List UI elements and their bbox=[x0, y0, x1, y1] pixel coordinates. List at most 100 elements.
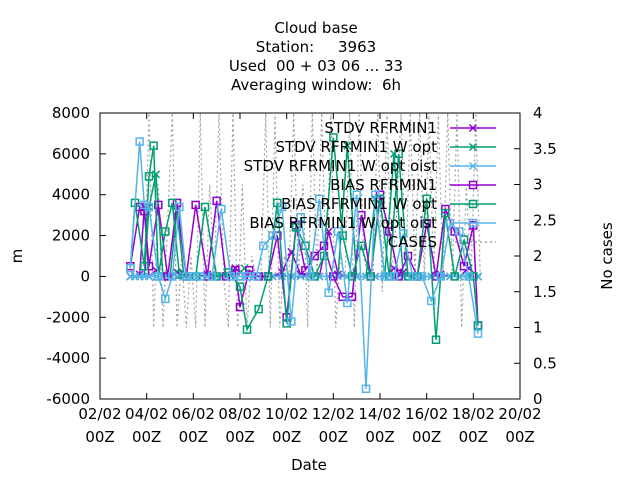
data-point-5-23 bbox=[315, 194, 324, 204]
x-tick-label-3: 08/02 bbox=[218, 405, 261, 423]
y-tick-label-3: 2000 bbox=[52, 227, 90, 245]
x-tick-label-line2-8: 00Z bbox=[459, 428, 488, 446]
data-point-5-31 bbox=[389, 272, 399, 281]
data-point-5-29 bbox=[371, 190, 380, 199]
data-point-5-35 bbox=[427, 296, 436, 306]
data-point-5-38 bbox=[455, 227, 464, 236]
data-point-4-35 bbox=[431, 335, 441, 345]
y-axis-label: m bbox=[8, 249, 26, 264]
data-point-2-24 bbox=[315, 272, 324, 281]
y2-tick-label-5: 1.5 bbox=[533, 283, 557, 301]
legend-marker-3 bbox=[468, 180, 478, 190]
data-point-4-6 bbox=[161, 227, 170, 236]
data-point-4-31 bbox=[394, 149, 403, 159]
data-point-5-40 bbox=[473, 329, 483, 338]
data-point-5-1 bbox=[135, 137, 144, 146]
data-point-5-33 bbox=[408, 272, 417, 281]
legend-entry-0: STDV RFRMIN1 bbox=[324, 119, 496, 137]
data-point-4-12 bbox=[212, 272, 221, 281]
legend-entry-5: BIAS RFRMIN1 W opt oist bbox=[249, 214, 496, 232]
y-tick-label-4: 0 bbox=[80, 267, 90, 285]
data-point-3-30 bbox=[394, 272, 403, 281]
data-point-1-32 bbox=[389, 149, 399, 158]
data-point-5-13 bbox=[226, 272, 235, 281]
legend-label-2: STDV RFRMIN1 W opt oist bbox=[244, 157, 437, 175]
legend-marker-1 bbox=[468, 142, 478, 152]
x-tick-label-0: 02/02 bbox=[78, 405, 121, 423]
chart-title-line-2: Station: 3963 bbox=[256, 38, 376, 56]
data-point-5-21 bbox=[296, 212, 305, 222]
data-point-4-24 bbox=[329, 133, 338, 142]
data-point-5-24 bbox=[324, 288, 333, 298]
data-point-3-37 bbox=[459, 261, 469, 271]
data-point-2-4 bbox=[144, 272, 154, 281]
y2-tick-label-6: 1 bbox=[533, 319, 543, 337]
data-point-3-10 bbox=[212, 196, 221, 206]
data-point-4-14 bbox=[235, 282, 245, 291]
data-point-1-5 bbox=[151, 170, 161, 179]
y2-tick-label-4: 2 bbox=[533, 247, 543, 265]
legend-label-5: BIAS RFRMIN1 W opt oist bbox=[249, 214, 437, 232]
x-tick-label-8: 18/02 bbox=[452, 405, 495, 423]
legend-marker-4 bbox=[468, 199, 478, 209]
x-tick-label-7: 16/02 bbox=[405, 405, 448, 423]
data-point-4-34 bbox=[422, 194, 431, 204]
data-point-5-25 bbox=[333, 227, 343, 236]
y2-axis-label: No cases bbox=[598, 222, 616, 290]
data-point-4-19 bbox=[282, 319, 291, 328]
data-point-5-22 bbox=[305, 272, 315, 281]
series-line-3 bbox=[129, 194, 479, 326]
data-point-5-4 bbox=[154, 272, 163, 281]
x-tick-label-line2-1: 00Z bbox=[132, 428, 161, 446]
data-point-5-30 bbox=[380, 272, 389, 281]
data-point-5-3 bbox=[144, 202, 154, 212]
y2-tick-label-7: 0.5 bbox=[533, 354, 557, 372]
data-point-5-19 bbox=[277, 202, 287, 212]
legend-entry-6: CASES bbox=[388, 233, 496, 251]
data-point-2-6 bbox=[158, 272, 168, 281]
x-tick-label-4: 10/02 bbox=[265, 405, 308, 423]
data-point-4-36 bbox=[441, 208, 450, 218]
axes: 02/02 00Z 04/02 00Z 06/02 00Z 08/02 00Z 10/02 00Z… bbox=[46, 104, 556, 446]
data-point-3-14 bbox=[245, 266, 254, 275]
data-point-5-12 bbox=[217, 204, 226, 214]
data-point-5-16 bbox=[252, 272, 261, 281]
data-point-2-29 bbox=[361, 272, 371, 281]
data-point-2-38 bbox=[445, 272, 455, 281]
data-point-4-3 bbox=[144, 172, 154, 181]
data-point-5-32 bbox=[399, 229, 408, 238]
data-point-4-26 bbox=[347, 272, 357, 281]
x-tick-label-1: 04/02 bbox=[125, 405, 168, 423]
x-tick-label-line2-2: 00Z bbox=[179, 428, 208, 446]
x-tick-label-6: 14/02 bbox=[358, 405, 401, 423]
data-point-2-30 bbox=[371, 272, 380, 281]
chart-title-line-4: Averaging window: 6h bbox=[231, 76, 401, 94]
series-line-4 bbox=[129, 137, 479, 340]
y-tick-label-6: -4000 bbox=[46, 349, 90, 367]
x-tick-label-line2-9: 00Z bbox=[505, 428, 534, 446]
legend-label-4: BIAS RFRMIN1 W opt bbox=[281, 195, 437, 213]
data-point-5-7 bbox=[175, 202, 184, 212]
x-tick-label-line2-0: 00Z bbox=[85, 428, 114, 446]
y-tick-label-2: 4000 bbox=[52, 186, 90, 204]
x-tick-label-2: 06/02 bbox=[172, 405, 215, 423]
data-point-3-23 bbox=[329, 272, 338, 281]
y-tick-label-1: 6000 bbox=[52, 145, 90, 163]
data-point-5-36 bbox=[436, 272, 445, 281]
data-point-4-37 bbox=[450, 272, 459, 281]
x-tick-label-line2-3: 00Z bbox=[225, 428, 254, 446]
data-point-4-4 bbox=[149, 141, 158, 150]
data-point-4-11 bbox=[200, 202, 210, 212]
x-axis-label: Date bbox=[291, 456, 327, 474]
data-point-3-21 bbox=[310, 251, 319, 261]
data-point-1-16 bbox=[240, 264, 249, 273]
x-tick-label-line2-4: 00Z bbox=[272, 428, 301, 446]
chart-title-line-3: Used 00 + 03 06 ... 33 bbox=[229, 57, 403, 75]
data-point-2-39 bbox=[455, 272, 464, 281]
data-point-5-11 bbox=[207, 272, 217, 281]
series-5 bbox=[126, 137, 483, 394]
data-point-5-18 bbox=[268, 231, 277, 240]
data-point-5-27 bbox=[352, 190, 361, 199]
data-point-4-32 bbox=[403, 272, 413, 281]
